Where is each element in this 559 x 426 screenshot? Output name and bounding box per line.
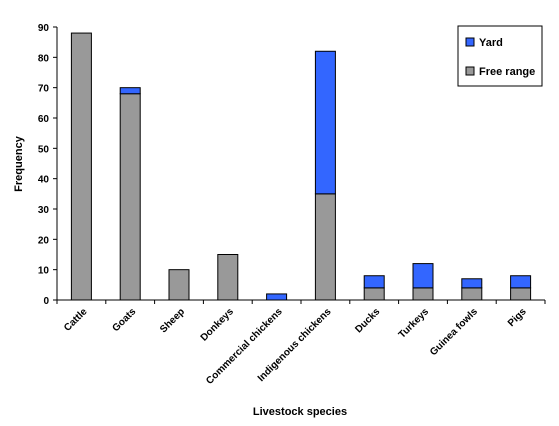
y-ticks-group: 0 10 20 30 40 50 60 70 80 90 xyxy=(38,23,57,307)
y-tick-label: 90 xyxy=(38,23,50,34)
bar-yard-indigenous-chickens xyxy=(314,50,336,195)
bar-free-range-indigenous-chickens xyxy=(314,193,336,301)
x-tick-label: Pigs xyxy=(506,306,529,329)
y-tick-label: 80 xyxy=(38,53,50,64)
legend-box xyxy=(457,25,543,87)
legend-label-free-range: Free range xyxy=(479,66,535,78)
bar-yard-guinea-fowls xyxy=(461,278,483,289)
y-axis-title: Frequency xyxy=(13,135,25,192)
bar-free-range-goats xyxy=(119,93,141,301)
x-tick-label: Donkeys xyxy=(199,306,237,344)
x-tick-label: Cattle xyxy=(62,306,90,334)
bar-free-range-ducks xyxy=(363,287,385,301)
x-tick-label: Goats xyxy=(111,306,139,334)
x-tick-label: Sheep xyxy=(158,306,187,335)
legend-swatch-yard xyxy=(465,37,475,47)
y-tick-label: 10 xyxy=(38,266,50,277)
y-tick-label: 40 xyxy=(38,175,50,186)
y-tick-label: 60 xyxy=(38,114,50,125)
bar-free-range-guinea-fowls xyxy=(461,287,483,301)
bar-free-range-donkeys xyxy=(217,254,239,301)
bar-free-range-turkeys xyxy=(412,287,434,301)
bars-group xyxy=(70,32,532,301)
x-axis-title: Livestock species xyxy=(253,406,347,418)
y-tick-label: 50 xyxy=(38,144,50,155)
bar-yard-commercial-chickens xyxy=(266,293,288,301)
y-tick-label: 30 xyxy=(38,205,50,216)
bar-free-range-sheep xyxy=(168,269,190,301)
bar-yard-goats xyxy=(119,87,141,95)
legend: Yard Free range xyxy=(457,25,543,87)
x-tick-label: Ducks xyxy=(353,306,382,335)
bar-yard-turkeys xyxy=(412,263,434,289)
bar-free-range-cattle xyxy=(70,32,92,301)
y-tick-label: 20 xyxy=(38,235,50,246)
x-tick-label: Turkeys xyxy=(397,306,432,341)
bar-yard-ducks xyxy=(363,275,385,289)
x-tick-label: Guinea fowls xyxy=(428,306,480,358)
legend-label-yard: Yard xyxy=(479,37,503,49)
y-tick-label: 0 xyxy=(43,296,49,307)
bar-yard-pigs xyxy=(510,275,532,289)
bar-free-range-pigs xyxy=(510,287,532,301)
y-tick-label: 70 xyxy=(38,84,50,95)
legend-swatch-free-range xyxy=(465,66,475,76)
